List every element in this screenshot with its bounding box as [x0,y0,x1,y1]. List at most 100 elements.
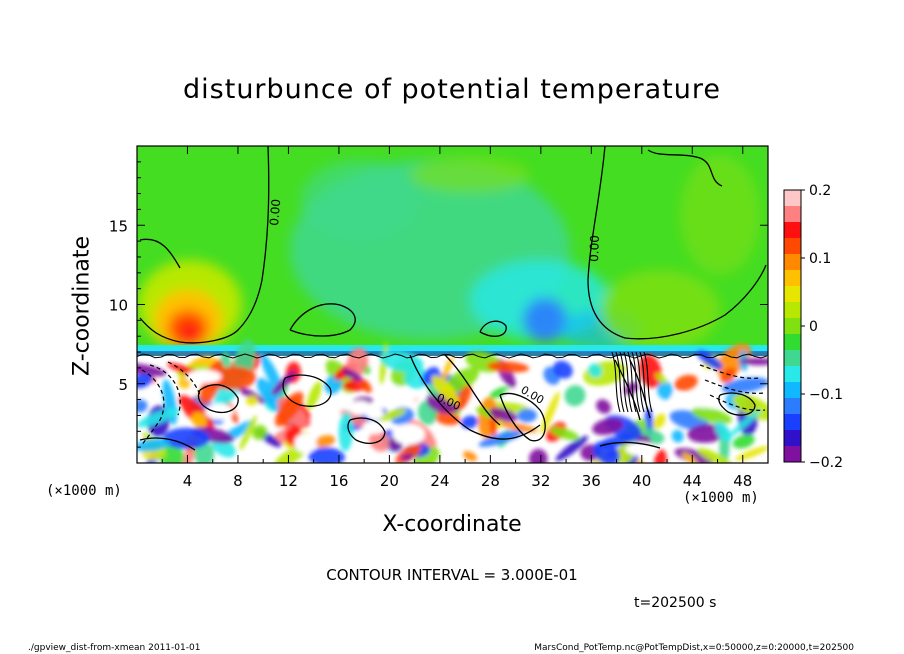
contour-lines [137,146,768,451]
x-tick-label: 20 [380,472,399,490]
x-tick-label: 8 [233,472,243,490]
heatmap-field: 0.00 0.00 0.00 0.00 [137,146,768,463]
field-patch [456,384,472,410]
field-patch [690,399,725,408]
contour-line [282,374,332,407]
contour-line [289,303,356,337]
contour-line-negative [704,379,765,394]
field-patch [137,407,181,428]
field-patch [137,399,148,413]
y-axis-unit: (×1000 m) [46,483,122,499]
contour-line [139,238,181,269]
field-patch [308,447,345,463]
colorbar-swatch [784,206,801,222]
contour-line [137,353,768,359]
contour-line [639,351,649,413]
contour-line [619,351,629,413]
field-patch [358,378,372,393]
field-patch [654,449,667,463]
contour-label: 0.00 [267,198,283,226]
colorbar-swatch [784,318,801,334]
field-patch [735,446,768,461]
contour-line [718,392,756,416]
colorbar-swatch [784,334,801,350]
y-tick-label: 10 [109,297,128,315]
field-patch [720,367,737,383]
field-patch [441,356,454,383]
y-axis-ticks: 5 10 15 [109,161,768,448]
contour-line [615,351,625,413]
field-patch [461,415,478,429]
field-patch [346,347,369,377]
field-patch [294,433,317,453]
x-tick-label: 40 [632,472,651,490]
field-patch [251,424,268,440]
contour-line [647,149,723,187]
field-patch [729,409,761,437]
colorbar-tick-label: 0 [809,319,818,335]
field-patch [655,373,668,384]
field-patch [210,366,257,390]
contour-line [409,354,541,440]
contour-line-negative [709,394,766,411]
field-patch [137,373,154,389]
field-patch [592,441,620,463]
x-tick-label: 28 [481,472,500,490]
field-patch [239,415,257,451]
layer-boundary [137,345,768,352]
field-patch [517,408,537,423]
field-patch [404,367,429,389]
y-tick-label: 5 [118,376,128,394]
footer-right: MarsCond_PotTemp.nc@PotTempDist,x=0:5000… [534,643,854,653]
field-patch [486,361,530,373]
contour-line-negative [699,364,761,379]
colorbar-swatch [784,366,801,382]
field-patch [671,393,685,403]
field-patch [732,434,755,449]
contour-line [347,417,386,444]
colorbar-swatch [784,238,801,254]
contour-interval-text: CONTOUR INTERVAL = 3.000E-01 [326,566,578,584]
field-patch [193,441,215,463]
time-stamp: t=202500 s [634,595,717,611]
contour-line [139,146,270,344]
colorbar-swatch [784,222,801,238]
colorbar-swatch [784,446,801,462]
field-patch [732,393,768,421]
field-patch [652,413,666,429]
colorbar-swatch [784,302,801,318]
field-patch [691,407,733,425]
field-patch [550,426,580,441]
field-patch [392,423,426,445]
field-patch [681,452,698,463]
field-patch [489,386,510,399]
contour-line [631,351,641,413]
colorbar: 0.2 0.1 0 −0.1 −0.2 [783,183,843,471]
contour-line [444,354,501,426]
contour-line [599,441,661,449]
chart-title: disturbunce of potential temperature [183,74,721,105]
field-patch [564,385,586,407]
field-patch [504,388,537,399]
x-tick-label: 12 [279,472,298,490]
contour-line [643,351,653,413]
contour-line-negative [141,369,165,446]
x-tick-label: 44 [683,472,702,490]
field-patch [348,400,372,416]
x-tick-label: 36 [582,472,601,490]
field-patch [274,391,304,427]
field-patch [178,376,191,389]
contour-line [587,146,767,340]
field-patch [443,367,480,394]
x-tick-label: 32 [531,472,550,490]
x-tick-label: 24 [430,472,449,490]
field-patch [431,375,460,405]
field-patch [639,354,662,389]
x-tick-label: 4 [183,472,193,490]
field-patch [245,395,259,406]
field-patch [596,399,611,414]
field-patch [186,369,222,384]
field-patch [306,381,322,410]
contour-line [623,351,633,413]
field-patch [739,357,768,366]
